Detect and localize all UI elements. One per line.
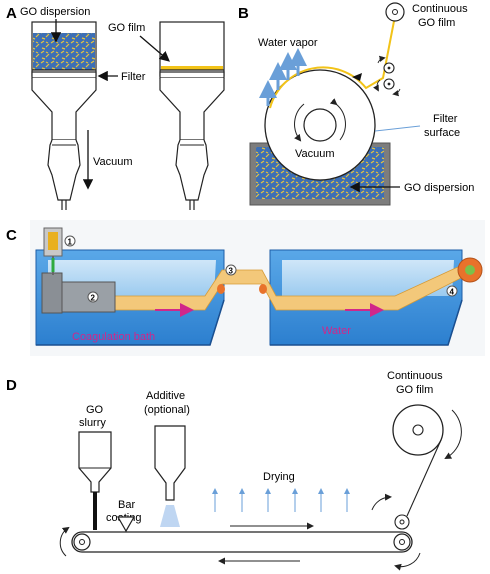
label-continuous-d-2: GO film (396, 384, 433, 396)
go-dispersion-liquid (33, 33, 95, 70)
panel-b: B Continuous GO film Water vapor F (238, 2, 474, 206)
label-filter: Filter (121, 71, 146, 83)
label-water-vapor: Water vapor (258, 37, 318, 49)
label-bar-1: Bar (118, 499, 135, 511)
conveyor-belt (71, 514, 413, 553)
panel-a: A GO dispersion GO film (6, 5, 225, 210)
panel-c: C 1 2 (6, 220, 485, 356)
vapor-arrows (259, 48, 307, 106)
panel-c-letter: C (6, 227, 17, 244)
panel-a-letter: A (6, 5, 17, 22)
label-coagulation-bath: Coagulation bath (72, 331, 155, 343)
leader-filter-surface (374, 125, 421, 132)
bar-coater (116, 516, 136, 533)
arrow-go-film (139, 35, 170, 62)
go-slurry-hopper (78, 431, 112, 530)
funnel-left (31, 21, 97, 210)
funnel-right (159, 21, 225, 210)
label-go-d-1: GO (86, 404, 104, 416)
go-film-layer (161, 66, 223, 70)
drum-axle (303, 108, 337, 142)
step-2: 2 (91, 294, 96, 303)
step-3: 3 (229, 267, 234, 276)
label-additive-2: (optional) (144, 404, 190, 416)
label-go-dispersion-b: GO dispersion (404, 182, 474, 194)
label-additive-1: Additive (146, 390, 185, 402)
label-drying: Drying (263, 471, 295, 483)
label-vacuum-b: Vacuum (295, 148, 335, 160)
label-vacuum-a: Vacuum (93, 156, 133, 168)
panel-b-letter: B (238, 5, 249, 22)
label-continuous-b-2: GO film (418, 17, 455, 29)
panel-d-letter: D (6, 377, 17, 394)
label-continuous-d-1: Continuous (387, 370, 443, 382)
label-continuous-b-1: Continuous (412, 3, 468, 15)
label-filter-surface-1: Filter (433, 113, 458, 125)
additive-spray (160, 505, 180, 527)
roller-c-1 (217, 284, 225, 294)
roller-c-2 (259, 284, 267, 294)
label-water: Water (322, 325, 351, 337)
additive-hopper (154, 425, 186, 527)
continuous-film-path (269, 15, 396, 109)
drying-arrows (212, 488, 350, 512)
step-4: 4 (450, 288, 455, 297)
takeup-reel-d (392, 404, 462, 517)
label-go-d-2: slurry (79, 417, 106, 429)
label-go-dispersion-a: GO dispersion (20, 6, 90, 18)
label-filter-surface-2: surface (424, 127, 460, 139)
panel-d: D GO slurry Additive (optional) Bar coat… (6, 370, 462, 571)
step-1: 1 (68, 238, 73, 247)
filter-membrane (31, 71, 97, 79)
label-go-film-a: GO film (108, 22, 145, 34)
